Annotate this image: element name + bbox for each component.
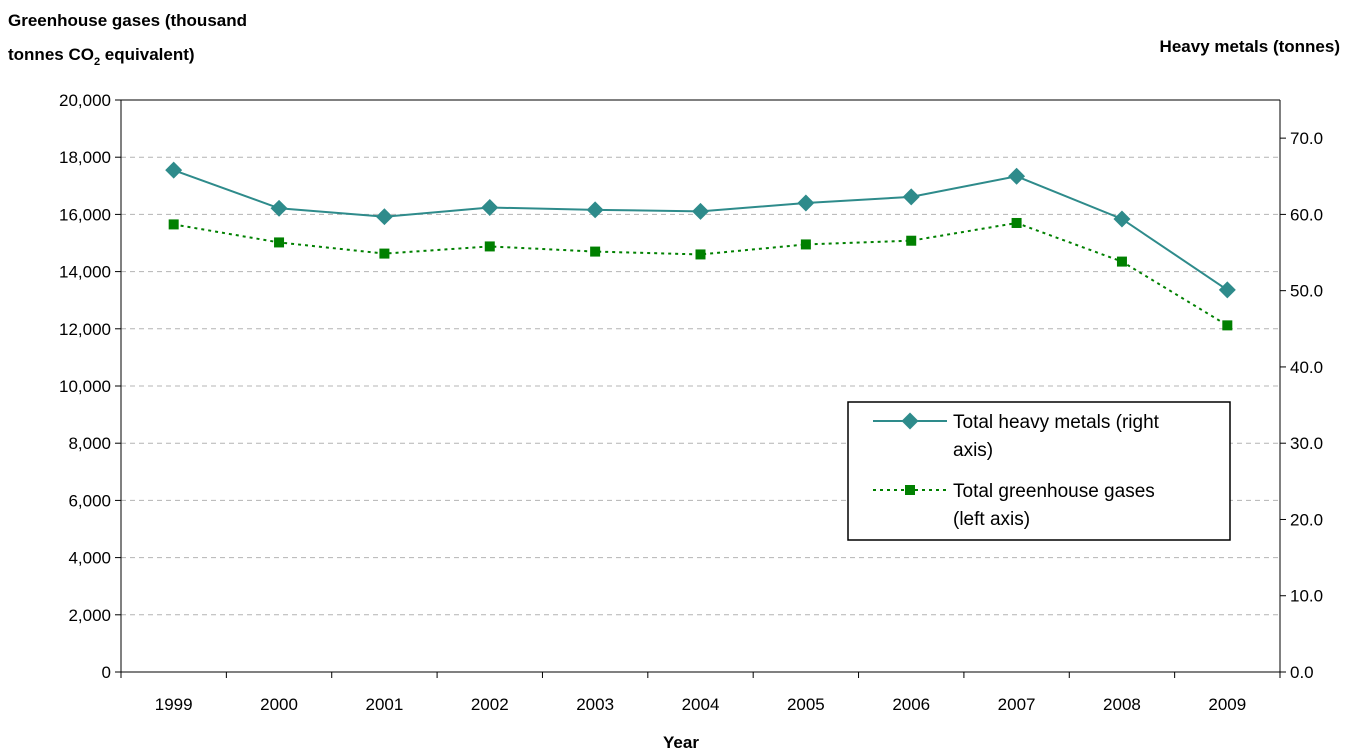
legend-heavy-metals-label-line2: axis)	[953, 440, 993, 461]
series-1-point	[274, 237, 285, 248]
series-0-point	[481, 199, 499, 217]
left-axis-title-line1: Greenhouse gases (thousand	[8, 11, 247, 30]
right-axis-title: Heavy metals (tonnes)	[1160, 37, 1340, 56]
x-axis-tick-label: 2006	[892, 695, 930, 714]
series-1-point	[168, 219, 179, 230]
series-0-point	[586, 201, 604, 219]
left-axis-tick-label: 14,000	[59, 263, 111, 282]
left-axis-tick-label: 4,000	[68, 549, 111, 568]
x-axis-tick-label: 2005	[787, 695, 825, 714]
series-0-point	[797, 194, 815, 212]
legend: Total heavy metals (right axis) Total gr…	[847, 401, 1231, 541]
series-1-point	[1116, 256, 1127, 267]
right-axis-tick-label: 50.0	[1290, 282, 1323, 301]
series-0-point	[692, 202, 709, 220]
series-1-point	[484, 241, 495, 252]
left-axis-tick-label: 2,000	[68, 606, 111, 625]
x-axis-tick-label: 2002	[471, 695, 509, 714]
series-0-point	[270, 199, 288, 217]
series-1-point	[906, 235, 917, 246]
right-axis-tick-label: 30.0	[1290, 434, 1323, 453]
left-axis-tick-label: 12,000	[59, 320, 111, 339]
right-axis-tick-label: 60.0	[1290, 205, 1323, 224]
series-0-point	[375, 208, 393, 226]
series-0-point	[1113, 210, 1131, 228]
x-axis-tick-label: 2001	[365, 695, 403, 714]
left-axis-title-line2: tonnes CO2 equivalent)	[8, 45, 195, 68]
series-1-point	[800, 239, 811, 250]
series-1-point	[1222, 320, 1233, 331]
x-axis-tick-label: 2000	[260, 695, 298, 714]
series-layer	[165, 161, 1236, 331]
left-axis-tick-label: 0	[102, 663, 111, 682]
x-axis-title: Year	[663, 733, 699, 752]
right-axis-tick-label: 10.0	[1290, 587, 1323, 606]
right-axis-tick-label: 70.0	[1290, 129, 1323, 148]
right-axis-tick-label: 40.0	[1290, 358, 1323, 377]
x-axis-tick-label: 2008	[1103, 695, 1141, 714]
legend-greenhouse-label-line1: Total greenhouse gases	[953, 481, 1155, 502]
gridlines	[121, 156, 1280, 616]
series-0-point	[1218, 281, 1236, 299]
x-axis-tick-label: 2009	[1208, 695, 1246, 714]
series-1-point	[379, 248, 390, 259]
series-1-point	[695, 249, 706, 260]
left-axis-tick-label: 8,000	[68, 434, 111, 453]
series-1-point	[1011, 217, 1022, 228]
left-axis-tick-label: 6,000	[68, 491, 111, 510]
legend-heavy-metals-swatch-marker	[901, 412, 919, 430]
left-axis-tick-label: 18,000	[59, 148, 111, 167]
series-line-1	[173, 221, 1228, 327]
x-axis-tick-label: 2007	[998, 695, 1036, 714]
series-0-point	[902, 188, 920, 206]
x-axis-tick-label: 1999	[155, 695, 193, 714]
left-axis-tick-label: 10,000	[59, 377, 111, 396]
x-axis-tick-label: 2003	[576, 695, 614, 714]
series-0-point	[165, 161, 183, 179]
left-axis-tick-label: 16,000	[59, 205, 111, 224]
series-0-point	[1008, 167, 1026, 185]
legend-greenhouse-label-line2: (left axis)	[953, 509, 1030, 530]
x-axis-tick-label: 2004	[682, 695, 720, 714]
legend-greenhouse-swatch-marker	[905, 485, 915, 495]
right-axis-tick-label: 20.0	[1290, 510, 1323, 529]
axes: 0 2,000 4,000 6,000 8,000 10,000 12,000 14,000 1…	[59, 91, 1323, 714]
series-1-point	[590, 246, 601, 257]
legend-heavy-metals-label-line1: Total heavy metals (right	[953, 412, 1160, 433]
right-axis-tick-label: 0.0	[1290, 663, 1314, 682]
left-axis-tick-label: 20,000	[59, 91, 111, 110]
